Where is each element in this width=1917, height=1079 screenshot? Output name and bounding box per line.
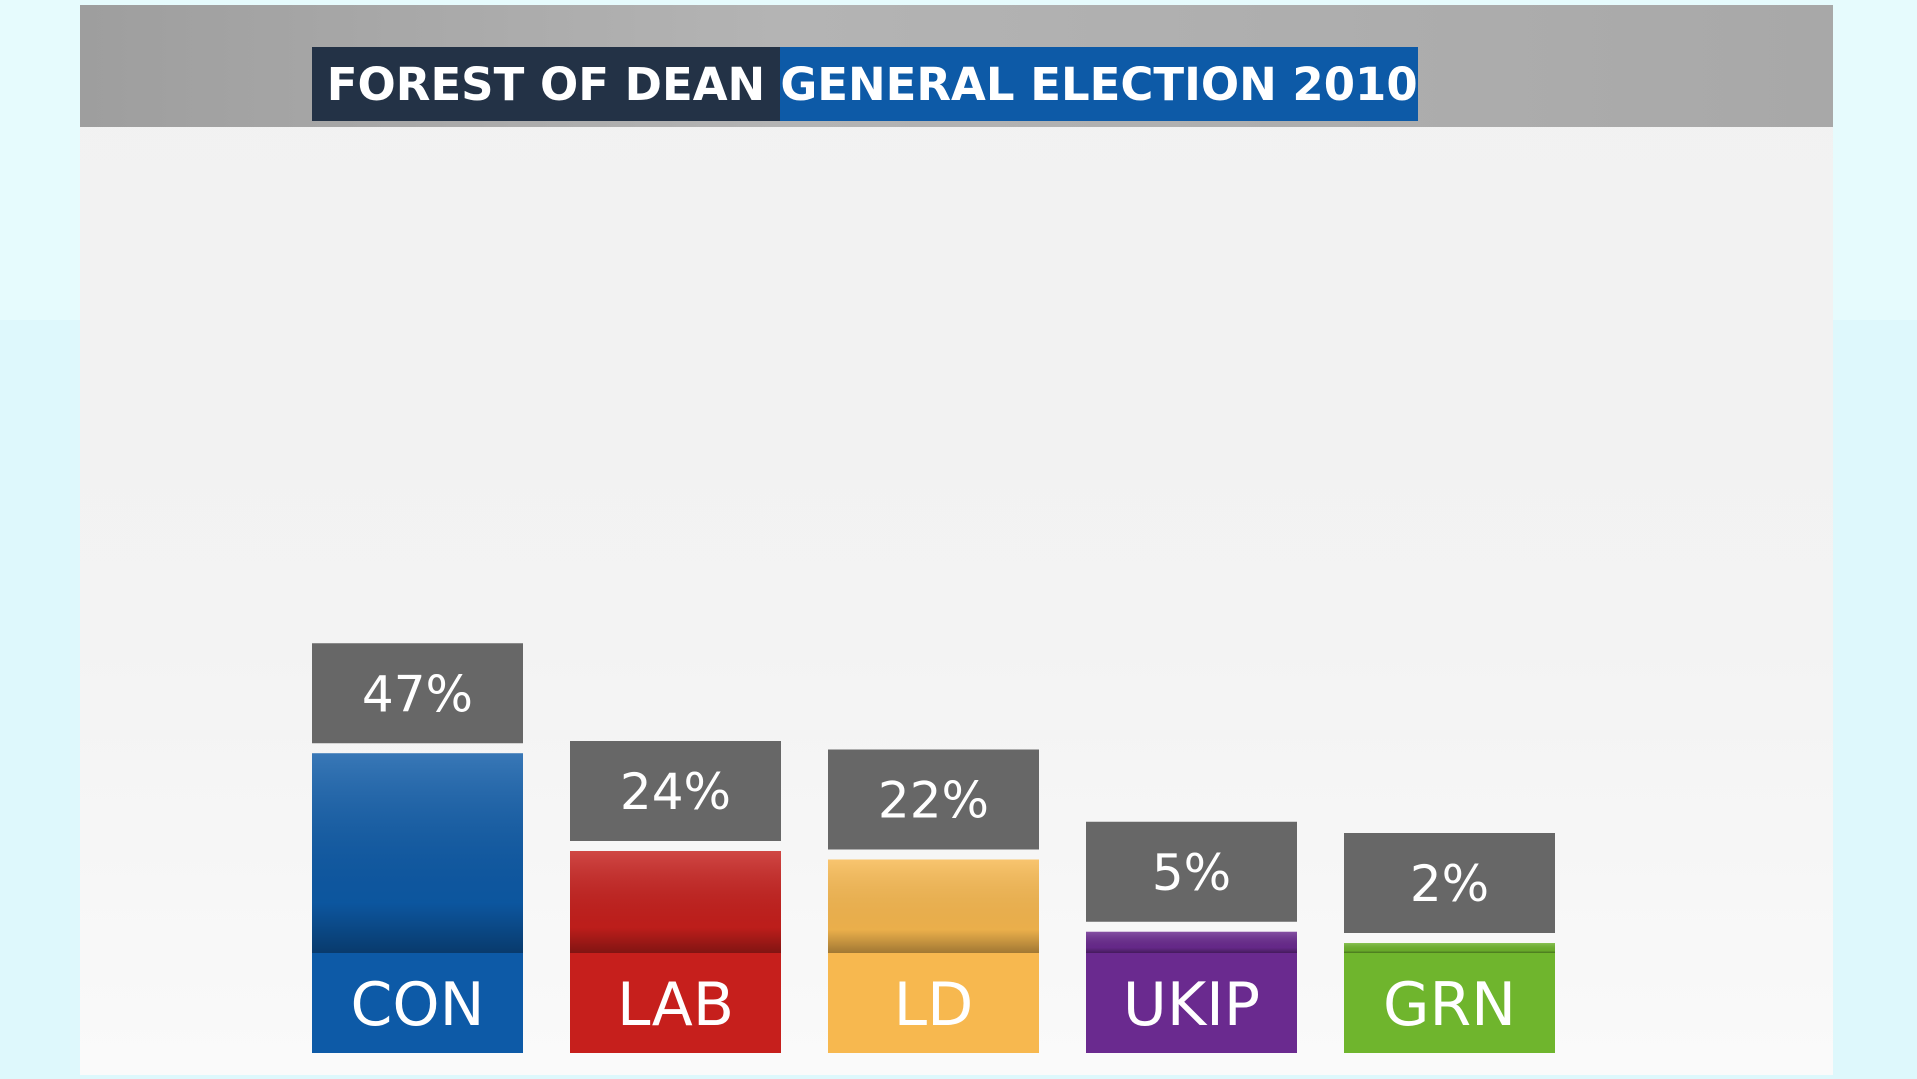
bar-shading-ukip [1086,931,1297,953]
value-label-lab: 24% [620,763,731,821]
bar-shading-ld [828,859,1039,953]
category-band-lab [570,953,781,1053]
value-box-ukip [1086,821,1297,922]
value-box-ld [828,749,1039,850]
category-label-ukip: UKIP [1123,970,1260,1040]
bar-shading-lab [570,851,781,953]
category-band-ukip [1086,953,1297,1053]
value-label-ld: 22% [878,772,989,830]
value-box-con [312,643,523,744]
category-band-grn [1344,953,1555,1053]
category-band-ld [828,953,1039,1053]
category-label-lab: LAB [617,970,734,1040]
category-band-con [312,953,523,1053]
constituency-title: FOREST OF DEAN [312,47,780,121]
value-box-grn [1344,833,1555,933]
category-label-con: CON [350,970,484,1040]
category-label-grn: GRN [1383,970,1516,1040]
value-box-lab [570,741,781,841]
election-title: GENERAL ELECTION 2010 [780,47,1418,121]
value-label-con: 47% [362,665,473,723]
value-label-ukip: 5% [1152,844,1231,902]
category-label-ld: LD [894,970,974,1040]
bar-shading-con [312,753,523,953]
value-label-grn: 2% [1410,855,1489,913]
bar-shading-grn [1344,943,1555,953]
bars-group: CON 47% LAB 24% LD 22% UKIP 5% GRN 2% [312,643,1555,1053]
